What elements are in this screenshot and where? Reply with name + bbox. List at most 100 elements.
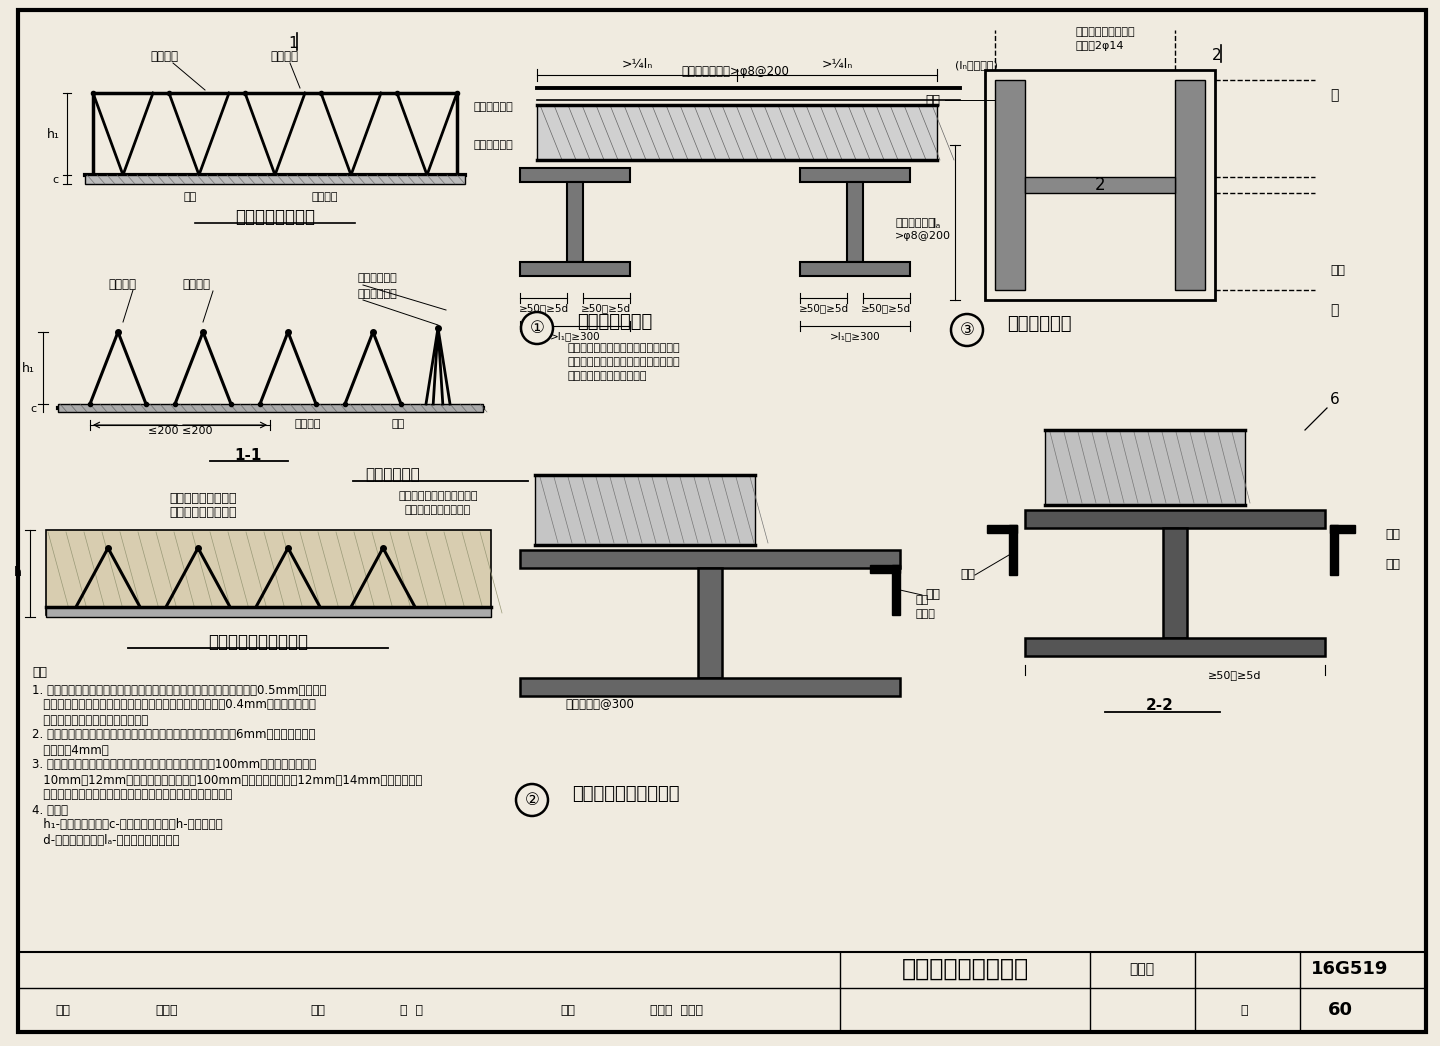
Text: 4. 图中：: 4. 图中： [32, 803, 68, 817]
Text: h₁-钢筋桁架高度；c-钢筋保护层厚度；h-楼板厚度；: h₁-钢筋桁架高度；c-钢筋保护层厚度；h-楼板厚度； [32, 819, 223, 832]
Text: 附加钢筋，四边均设: 附加钢筋，四边均设 [1076, 27, 1135, 37]
Text: d-下弦钢筋直径；lₐ-受拉钢筋锚固长度。: d-下弦钢筋直径；lₐ-受拉钢筋锚固长度。 [32, 834, 180, 846]
Text: 支座横向钢筋: 支座横向钢筋 [472, 140, 513, 150]
Bar [1025, 177, 1175, 194]
Text: 工完成后需拆除的，可采用非镀锌板材，其净厚度不宜小于0.4mm。本图所示钢筋: 工完成后需拆除的，可采用非镀锌板材，其净厚度不宜小于0.4mm。本图所示钢筋 [32, 699, 315, 711]
Bar [995, 79, 1025, 290]
Text: 钢筋桁架组合楼板大样: 钢筋桁架组合楼板大样 [207, 633, 308, 651]
Text: 1-1: 1-1 [235, 448, 262, 462]
Text: >¼lₙ: >¼lₙ [821, 59, 852, 71]
Text: (lₙ为板净跨): (lₙ为板净跨) [955, 60, 998, 70]
Bar [58, 404, 482, 412]
Bar [520, 678, 900, 696]
Text: 结果和构造要求确定: 结果和构造要求确定 [170, 505, 236, 519]
Bar [801, 168, 910, 182]
Text: 下弦钢筋: 下弦钢筋 [295, 419, 321, 429]
Text: 上部连接钢筋，>φ8@200: 上部连接钢筋，>φ8@200 [681, 66, 789, 78]
Text: 设计: 设计 [560, 1003, 575, 1017]
Text: 定，向跨内的延伸长度应覆盖负弯矩图: 定，向跨内的延伸长度应覆盖负弯矩图 [567, 357, 680, 367]
Text: 角钢: 角钢 [960, 568, 975, 582]
Text: 桁架楼承板为不拆除底模的产品。: 桁架楼承板为不拆除底模的产品。 [32, 713, 148, 727]
Text: c: c [30, 404, 36, 414]
Bar [520, 262, 631, 276]
Text: ②: ② [524, 791, 540, 809]
Text: 栓钉，熔焊@300: 栓钉，熔焊@300 [566, 699, 635, 711]
Text: 支座钢筋承受施工阶段的支座反力时，应按计算确定其直径。: 支座钢筋承受施工阶段的支座反力时，应按计算确定其直径。 [32, 789, 232, 801]
Circle shape [521, 312, 553, 344]
Text: 下部连接钢筋: 下部连接钢筋 [896, 218, 935, 228]
Bar [1025, 510, 1325, 528]
Bar [46, 530, 491, 615]
Text: 角钢: 角钢 [924, 93, 940, 107]
Text: ≥50且≥5d: ≥50且≥5d [580, 303, 631, 313]
Text: 钢筋桁架楼承板大样: 钢筋桁架楼承板大样 [901, 957, 1028, 981]
Text: 支座竖向钢筋: 支座竖向钢筋 [359, 273, 397, 283]
Text: 钢筋桁架杆件大样: 钢筋桁架杆件大样 [235, 208, 315, 226]
Text: 2. 钢筋桁架杆件钢筋直径按计算确定，但弦杆钢筋直径不应小于6mm，腹杆钢筋直径: 2. 钢筋桁架杆件钢筋直径按计算确定，但弦杆钢筋直径不应小于6mm，腹杆钢筋直径 [32, 728, 315, 742]
Text: 校对: 校对 [310, 1003, 325, 1017]
Text: 上弦钢筋: 上弦钢筋 [271, 50, 298, 64]
Bar [85, 175, 465, 184]
Text: 16G519: 16G519 [1312, 960, 1388, 978]
Bar [520, 550, 900, 568]
Bar [1331, 525, 1355, 533]
Text: 2: 2 [1094, 176, 1106, 194]
Text: 栓钉: 栓钉 [1385, 528, 1400, 542]
Bar [986, 525, 1017, 533]
Text: 60: 60 [1328, 1001, 1352, 1019]
Text: 底模: 底模 [392, 419, 405, 429]
Bar [985, 70, 1215, 300]
Text: ≥50且≥5d: ≥50且≥5d [1208, 670, 1261, 680]
Text: 10mm和12mm；当钢筋桁架高度大于100mm时，直径不应小于12mm和14mm；当考虑竖向: 10mm和12mm；当钢筋桁架高度大于100mm时，直径不应小于12mm和14m… [32, 773, 422, 787]
Text: h₁: h₁ [46, 128, 59, 140]
Bar [1009, 525, 1017, 575]
Bar [1175, 79, 1205, 290]
Text: 角钢: 角钢 [1331, 264, 1345, 276]
Text: 不应小于4mm。: 不应小于4mm。 [32, 744, 109, 756]
Text: 3. 支座水平钢筋和竖向钢筋直径，当钢筋桁架高度不大于100mm时，直径不应小于: 3. 支座水平钢筋和竖向钢筋直径，当钢筋桁架高度不大于100mm时，直径不应小于 [32, 758, 317, 772]
Text: ①: ① [530, 319, 544, 337]
Bar [870, 565, 900, 573]
Bar [520, 168, 631, 182]
Bar [536, 475, 755, 545]
Text: 支座水平筋现场焊接）: 支座水平筋现场焊接） [405, 505, 471, 515]
Text: 柱: 柱 [1331, 303, 1338, 317]
Text: 1. 钢筋桁架板底模，施工完成后需永久保留的，底模钢板厚度不应小于0.5mm；底模施: 1. 钢筋桁架板底模，施工完成后需永久保留的，底模钢板厚度不应小于0.5mm；底… [32, 683, 327, 697]
Bar [891, 565, 900, 615]
Text: 郁银泉: 郁银泉 [156, 1003, 177, 1017]
Bar [537, 105, 937, 160]
Text: 支座钢筋示意: 支座钢筋示意 [366, 468, 420, 482]
Text: >¼lₙ: >¼lₙ [622, 59, 652, 71]
Text: 2: 2 [1212, 47, 1221, 63]
Text: ≤200 ≤200: ≤200 ≤200 [148, 426, 212, 436]
Text: 图集号: 图集号 [1129, 962, 1155, 976]
Text: 底模: 底模 [183, 192, 197, 202]
Text: ③: ③ [959, 321, 975, 339]
Text: 下弦钢筋: 下弦钢筋 [311, 192, 338, 202]
Text: 并应满足钢筋的锚固要求）: 并应满足钢筋的锚固要求） [567, 371, 647, 381]
Text: 页: 页 [1240, 1003, 1247, 1017]
Text: 注：: 注： [32, 665, 48, 679]
Circle shape [950, 314, 984, 346]
Text: 腹杆钢筋: 腹杆钢筋 [108, 277, 135, 291]
Text: 角钢: 角钢 [1385, 559, 1400, 571]
Circle shape [516, 784, 549, 816]
Text: h: h [14, 567, 22, 579]
Bar [1045, 430, 1246, 505]
Text: ≥50且≥5d: ≥50且≥5d [861, 303, 912, 313]
Text: 连接板: 连接板 [914, 609, 935, 619]
Bar [801, 262, 910, 276]
Text: h₁: h₁ [22, 362, 35, 374]
Text: lₐ: lₐ [933, 219, 942, 231]
Bar [1025, 638, 1325, 656]
Bar [567, 182, 583, 262]
Bar [1164, 528, 1187, 638]
Text: ≥50且≥5d: ≥50且≥5d [518, 303, 569, 313]
Text: 竖向: 竖向 [914, 595, 929, 605]
Text: >φ8@200: >φ8@200 [896, 231, 950, 241]
Text: 梁: 梁 [1331, 88, 1338, 103]
Text: 审核: 审核 [55, 1003, 71, 1017]
Bar [1331, 525, 1338, 575]
Text: 支座处钢筋构造: 支座处钢筋构造 [577, 313, 652, 331]
Text: 柱边板底构造: 柱边板底构造 [1007, 315, 1071, 333]
